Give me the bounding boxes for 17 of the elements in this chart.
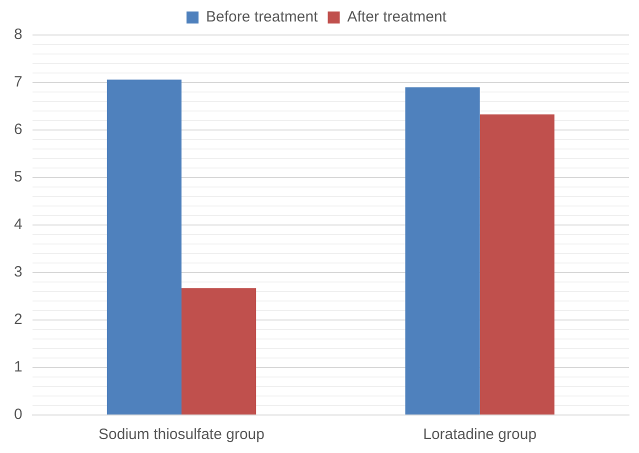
- y-tick-label: 8: [14, 26, 22, 44]
- legend-label: After treatment: [347, 8, 448, 26]
- bar: [182, 288, 256, 414]
- bar: [480, 114, 554, 414]
- y-tick-label: 0: [14, 406, 22, 424]
- y-tick-label: 6: [14, 121, 22, 138]
- y-tick-label: 2: [14, 311, 22, 328]
- y-tick-label: 5: [14, 168, 22, 186]
- y-tick-label: 4: [14, 216, 22, 234]
- bar: [405, 87, 480, 414]
- legend-label: Before treatment: [206, 8, 319, 26]
- y-tick-label: 3: [14, 264, 22, 281]
- x-tick-label: Loratadine group: [423, 426, 537, 444]
- y-tick-label: 7: [14, 74, 22, 91]
- x-tick-label: Sodium thiosulfate group: [98, 426, 264, 444]
- y-tick-label: 1: [14, 358, 22, 376]
- bar: [106, 80, 182, 414]
